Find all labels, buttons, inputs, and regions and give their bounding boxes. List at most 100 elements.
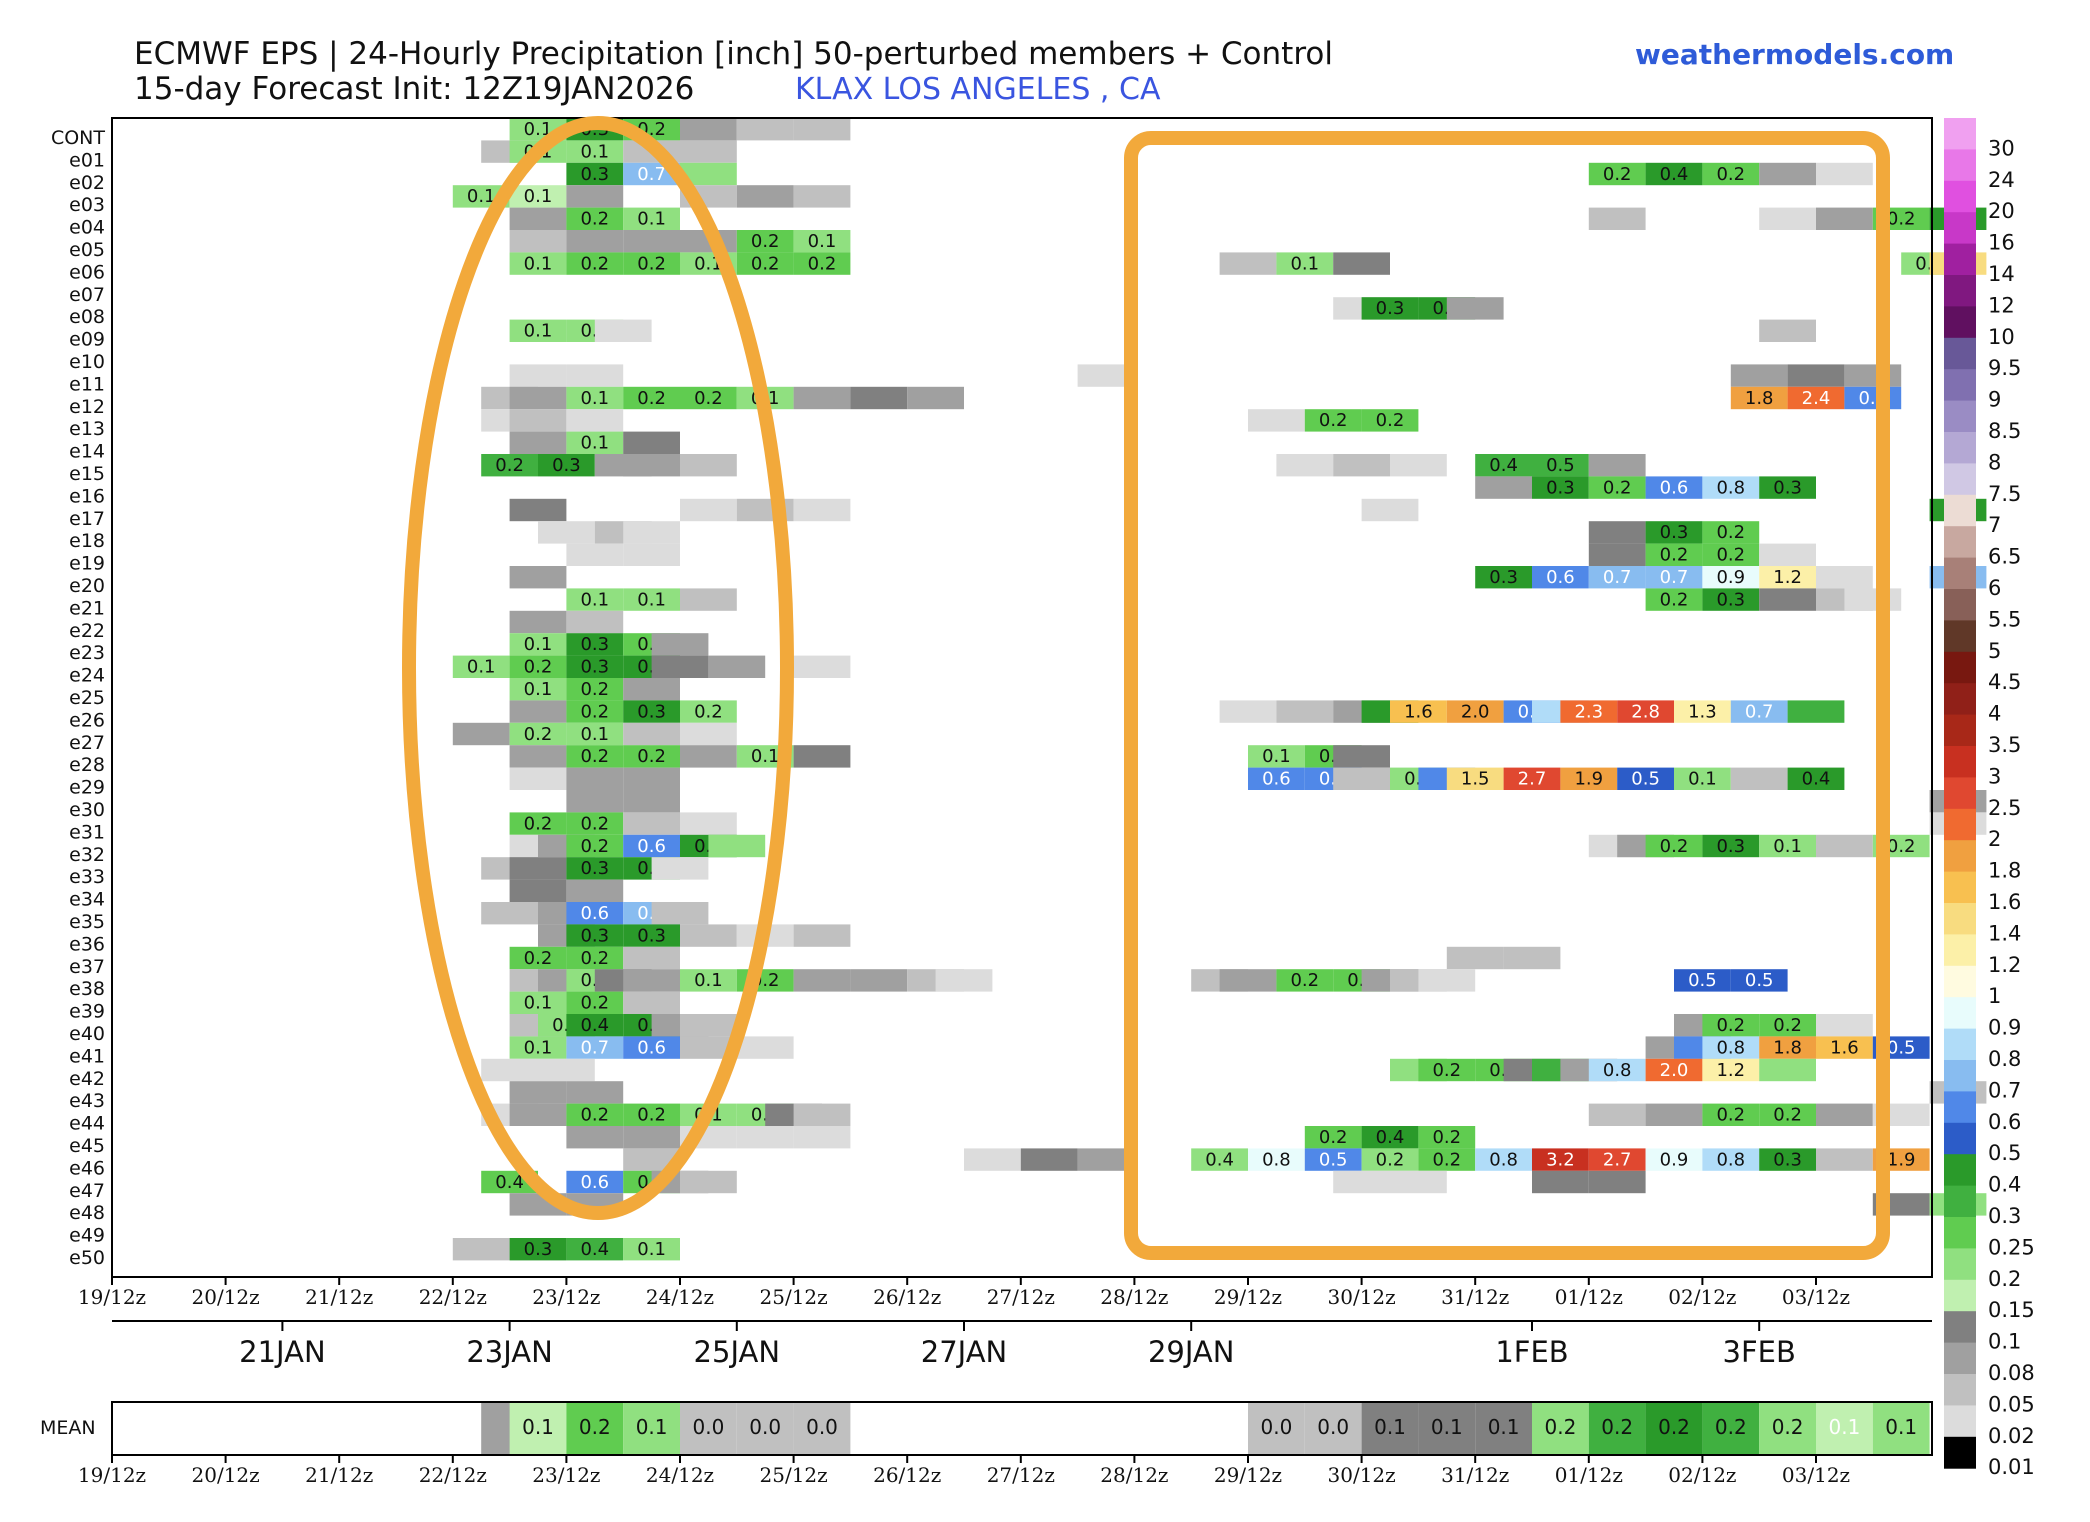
colorbar-label: 1.4 bbox=[1988, 921, 2021, 945]
precip-value: 0.8 bbox=[1262, 1149, 1291, 1170]
precip-cell bbox=[538, 454, 595, 477]
precip-cell bbox=[680, 386, 737, 410]
precip-cell bbox=[907, 386, 964, 410]
precip-cell bbox=[1759, 1103, 1816, 1126]
precip-cell bbox=[1333, 1170, 1390, 1194]
mean-x-tick-label: 30/12z bbox=[1328, 1463, 1396, 1487]
mean-cell bbox=[1588, 1402, 1646, 1455]
precip-value: 0.2 bbox=[580, 253, 609, 274]
precip-value: 0.6 bbox=[637, 836, 666, 857]
precip-value: 2.7 bbox=[1518, 769, 1547, 790]
precip-value: 0.2 bbox=[1660, 836, 1689, 857]
row-label: e49 bbox=[69, 1225, 105, 1247]
precip-cell bbox=[509, 431, 567, 454]
precip-value: 0.2 bbox=[1660, 545, 1689, 566]
colorbar-swatch bbox=[1944, 1279, 1976, 1312]
precip-cell bbox=[1219, 252, 1277, 275]
precip-cell bbox=[964, 1148, 1021, 1171]
precip-cell bbox=[1560, 767, 1618, 790]
row-label: e47 bbox=[69, 1180, 105, 1202]
precip-value: 0.6 bbox=[1660, 477, 1689, 498]
precip-cell bbox=[538, 1058, 595, 1082]
precip-cell bbox=[1361, 498, 1419, 522]
precip-cell bbox=[935, 969, 993, 992]
row-label: e35 bbox=[69, 911, 105, 933]
precip-value: 0.2 bbox=[1319, 410, 1348, 431]
precip-cell bbox=[509, 207, 567, 230]
precip-cell bbox=[566, 1036, 624, 1059]
precip-value: 0.5 bbox=[1631, 769, 1660, 790]
colorbar-swatch bbox=[1944, 1185, 1976, 1218]
mean-value: 0.1 bbox=[1885, 1415, 1917, 1439]
precip-cell bbox=[1333, 767, 1390, 790]
colorbar-label: 7.5 bbox=[1988, 482, 2021, 506]
precip-value: 0.1 bbox=[467, 186, 496, 207]
mean-x-tick-label: 20/12z bbox=[192, 1463, 260, 1487]
precip-cell bbox=[509, 879, 567, 902]
precip-cell bbox=[566, 902, 624, 925]
precip-cell bbox=[680, 498, 737, 522]
x-tick-label: 21/12z bbox=[305, 1285, 373, 1309]
precip-value: 0.7 bbox=[1603, 567, 1632, 588]
precip-cell bbox=[623, 431, 680, 454]
precip-value: 0.1 bbox=[524, 186, 553, 207]
precip-cell bbox=[509, 566, 567, 589]
precip-value: 1.6 bbox=[1404, 701, 1433, 722]
precip-value: 0.2 bbox=[1603, 477, 1632, 498]
site-link[interactable]: weathermodels.com bbox=[1635, 38, 1954, 71]
precip-value: 0.1 bbox=[1290, 253, 1319, 274]
precip-cell bbox=[509, 812, 567, 835]
precip-value: 3.2 bbox=[1546, 1149, 1575, 1170]
colorbar-swatch bbox=[1944, 965, 1976, 998]
precip-value: 0.5 bbox=[1546, 455, 1575, 476]
mean-value: 0.0 bbox=[749, 1415, 781, 1439]
row-label: e26 bbox=[69, 709, 105, 731]
mean-x-tick-label: 19/12z bbox=[78, 1463, 146, 1487]
x-axis: 19/12z 20/12z 21/12z 22/12z 23/12z 24/12z 25/1… bbox=[78, 1277, 1850, 1309]
precip-cell bbox=[1560, 700, 1618, 723]
mean-cell bbox=[1304, 1402, 1362, 1455]
colorbar-label: 1.2 bbox=[1988, 953, 2021, 977]
row-label: e46 bbox=[69, 1157, 105, 1179]
precip-value: 0.8 bbox=[1716, 477, 1745, 498]
precip-cell bbox=[623, 386, 680, 410]
mean-cell bbox=[1759, 1402, 1816, 1455]
precip-cell bbox=[1844, 588, 1902, 611]
mean-x-tick-label: 27/12z bbox=[987, 1463, 1055, 1487]
precip-value: 0.2 bbox=[524, 813, 553, 834]
precip-cell bbox=[566, 834, 624, 858]
mean-x-tick-label: 29/12z bbox=[1214, 1463, 1282, 1487]
precip-value: 0.9 bbox=[1660, 1149, 1689, 1170]
precip-value: 0.2 bbox=[1319, 1127, 1348, 1148]
precip-cell bbox=[566, 386, 624, 410]
precip-cell bbox=[623, 991, 680, 1014]
precip-cell bbox=[1390, 1170, 1447, 1194]
precip-cell bbox=[1304, 409, 1362, 432]
colorbar-swatch bbox=[1944, 871, 1976, 904]
precip-cell bbox=[566, 812, 624, 835]
precip-cell bbox=[509, 991, 567, 1014]
mean-x-tick-label: 23/12z bbox=[532, 1463, 600, 1487]
row-label: e21 bbox=[69, 597, 105, 619]
colorbar-swatch bbox=[1944, 1091, 1976, 1124]
precip-cell bbox=[736, 230, 794, 253]
colorbar-label: 2.5 bbox=[1988, 796, 2021, 820]
mean-x-tick-label: 24/12z bbox=[646, 1463, 714, 1487]
precip-cell bbox=[1702, 566, 1760, 589]
precip-value: 0.2 bbox=[1432, 1060, 1461, 1081]
precip-cell bbox=[566, 409, 624, 432]
precip-cell bbox=[1816, 566, 1873, 589]
precip-cell bbox=[793, 969, 851, 992]
precip-cell bbox=[566, 1081, 624, 1104]
date-label: 27JAN bbox=[921, 1335, 1007, 1369]
precip-cell bbox=[566, 162, 624, 186]
precip-cell bbox=[1787, 767, 1845, 790]
precip-cell bbox=[566, 364, 624, 387]
precip-cell bbox=[1759, 1014, 1816, 1037]
colorbar-label: 0.15 bbox=[1988, 1298, 2035, 1322]
precip-value: 0.2 bbox=[1376, 1149, 1405, 1170]
precip-value: 0.3 bbox=[580, 164, 609, 185]
precip-value: 0.6 bbox=[580, 903, 609, 924]
precip-cell bbox=[509, 633, 567, 656]
precip-cell bbox=[1333, 252, 1390, 275]
